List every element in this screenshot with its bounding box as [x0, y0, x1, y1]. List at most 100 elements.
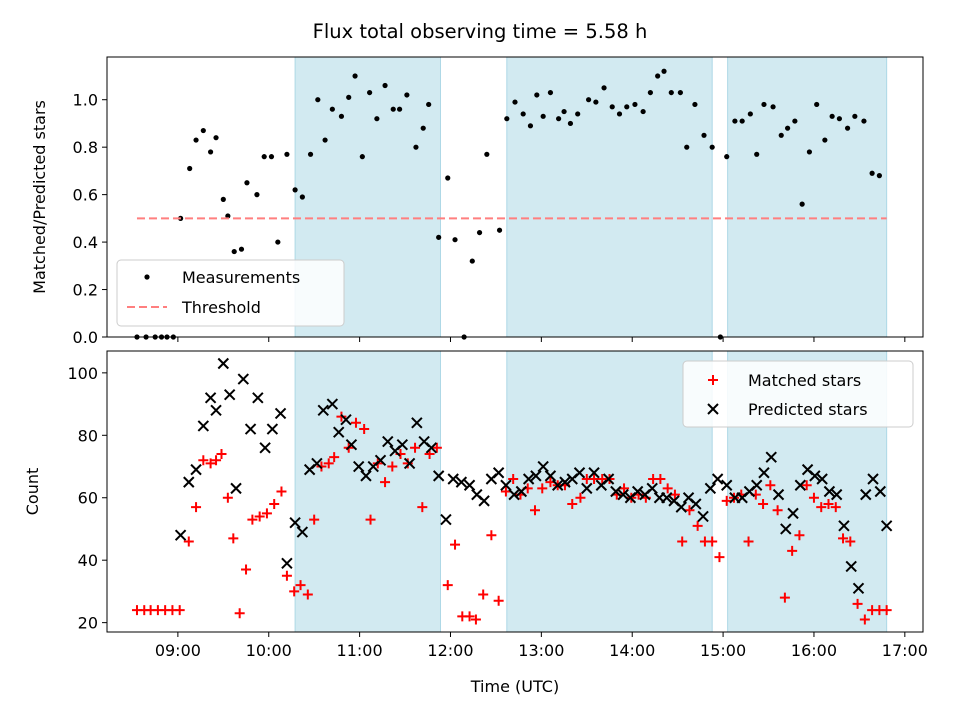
xtick-label: 15:00	[700, 641, 746, 660]
predicted-star-point	[411, 417, 423, 429]
predicted-star-point	[333, 426, 345, 438]
measurement-point	[692, 101, 698, 108]
predicted-star-point	[382, 435, 394, 448]
predicted-star-point	[530, 470, 542, 482]
measurement-point	[261, 154, 267, 160]
predicted-star-point	[237, 373, 250, 385]
measurement-point	[861, 118, 867, 124]
measurement-point	[346, 94, 352, 100]
predicted-star-point	[845, 560, 857, 573]
bottom-axes-frame	[106, 350, 924, 633]
measurement-point	[844, 125, 851, 131]
legend-measurement-marker	[144, 274, 150, 280]
measurement-point	[616, 111, 623, 117]
matched-star-point	[329, 452, 340, 463]
predicted-star-point	[559, 476, 571, 488]
predicted-star-point	[281, 557, 293, 570]
bottom-ytick-label: 100	[67, 364, 98, 383]
top-panel	[102, 56, 924, 342]
top-axes-frame	[106, 56, 924, 338]
matched-star-point	[417, 502, 428, 513]
measurement-point	[292, 187, 298, 193]
matched-star-point	[830, 502, 841, 513]
predicted-star-point	[758, 467, 770, 479]
predicted-star-point	[326, 398, 339, 410]
measurement-point	[329, 106, 335, 112]
bottom-ytick-label: 40	[78, 551, 98, 570]
measurement-point	[404, 92, 410, 98]
measurement-point	[792, 118, 798, 124]
predicted-star-point	[588, 467, 600, 479]
matched-star-point	[823, 498, 834, 509]
xtick-label: 13:00	[518, 641, 564, 660]
matched-star-point	[350, 417, 361, 428]
measurement-point	[575, 111, 581, 117]
predicted-star-point	[266, 423, 279, 435]
measurement-point	[352, 73, 358, 79]
measurement-point	[445, 175, 451, 181]
measurement-point	[187, 165, 193, 172]
measurement-point	[225, 213, 231, 219]
matched-star-point	[241, 564, 252, 575]
predicted-star-point	[646, 482, 658, 495]
measurement-point	[655, 73, 661, 79]
bottom-panel	[102, 350, 924, 637]
bottom-ytick-label: 80	[78, 426, 98, 445]
predicted-star-point	[765, 451, 777, 463]
matched-star-point	[707, 536, 718, 547]
bottom-observing-window-0	[294, 350, 441, 633]
measurement-point	[338, 113, 345, 119]
predicted-star-point	[544, 470, 557, 482]
predicted-star-point	[345, 438, 358, 451]
measurement-point	[567, 120, 574, 127]
matched-star-point	[359, 424, 370, 435]
matched-star-point	[191, 502, 202, 513]
predicted-star-point	[675, 501, 687, 513]
measurement-point	[275, 239, 281, 245]
measurement-point	[540, 113, 546, 119]
top-ytick-label: 0.8	[73, 138, 98, 157]
predicted-star-point	[360, 470, 372, 482]
predicted-star-point	[352, 460, 365, 473]
measurement-point	[684, 144, 690, 150]
predicted-star-point	[425, 442, 438, 454]
matched-star-point	[859, 614, 870, 625]
matched-star-point	[254, 511, 265, 522]
predicted-star-point	[816, 473, 828, 485]
predicted-star-point	[197, 420, 210, 432]
measurement-point	[527, 123, 534, 129]
predicted-star-point	[711, 473, 724, 485]
matched-star-point	[216, 449, 227, 460]
measurement-point	[420, 125, 426, 131]
predicted-star-point	[340, 413, 352, 426]
top-ytick-label: 0.4	[73, 233, 98, 252]
predicted-star-point	[690, 498, 702, 510]
matched-star-point	[211, 455, 222, 466]
predicted-star-point	[573, 467, 586, 479]
predicted-star-point	[721, 479, 733, 491]
matched-star-point	[692, 520, 703, 531]
matched-star-point	[779, 592, 790, 603]
matched-star-point	[387, 461, 398, 472]
predicted-star-point	[661, 492, 673, 504]
predicted-star-point	[478, 495, 490, 507]
predicted-star-point	[617, 488, 629, 501]
predicted-star-point	[492, 467, 505, 479]
matched-star-point	[493, 595, 504, 606]
measurement-point	[876, 173, 882, 179]
matched-star-point	[309, 514, 320, 525]
legend-predicted-marker	[707, 403, 719, 415]
measurement-point	[829, 113, 835, 119]
measurement-point	[193, 137, 199, 143]
matched-star-point	[677, 536, 688, 547]
measurement-point	[640, 108, 646, 115]
measurement-point	[382, 82, 388, 89]
matched-star-point	[222, 492, 233, 503]
matched-star-point	[508, 474, 519, 485]
predicted-star-point	[838, 520, 850, 532]
predicted-star-point	[880, 520, 893, 532]
measurement-point	[512, 99, 518, 105]
measurement-point	[814, 101, 820, 108]
measurement-point	[426, 101, 432, 108]
matched-star-point	[183, 536, 194, 547]
